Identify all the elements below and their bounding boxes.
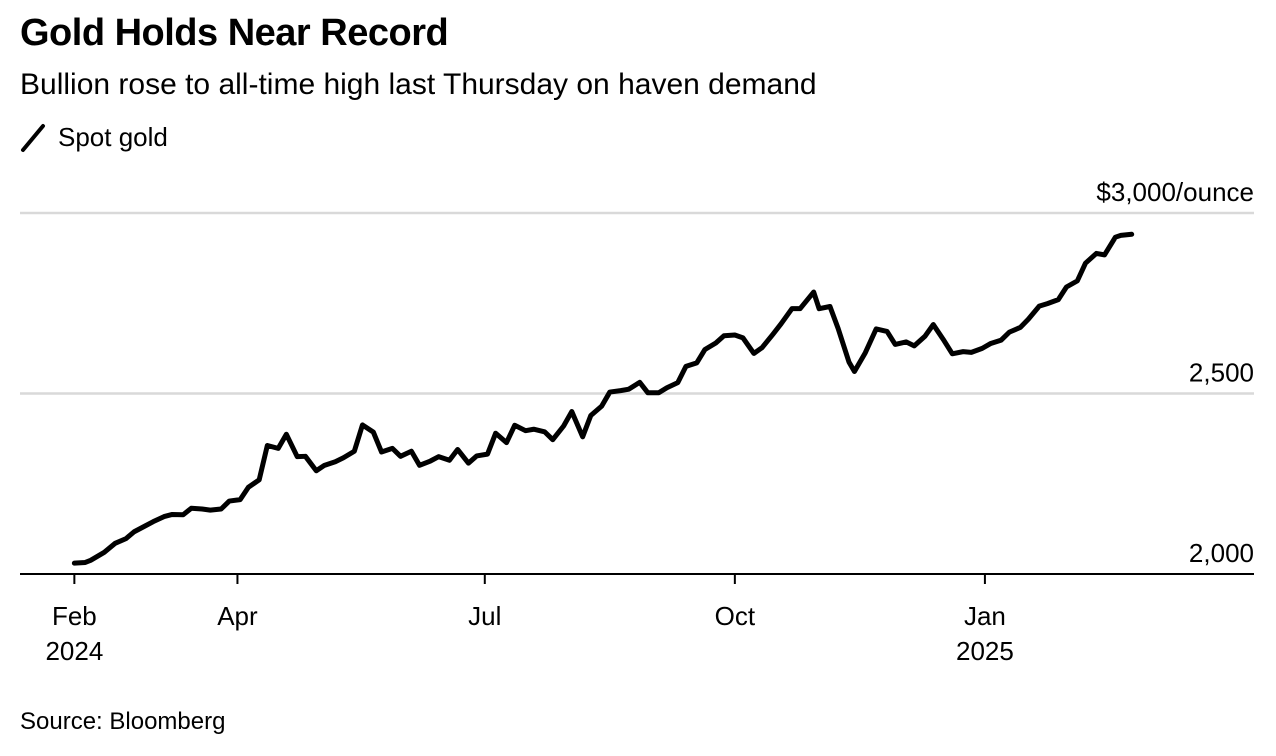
source-note: Source: Bloomberg: [20, 708, 226, 735]
gridlines: [20, 211, 1254, 395]
x-tick-label: Oct: [715, 601, 756, 631]
y-axis-tick-labels: 2,000 2,500 $3,000/ounce: [1096, 177, 1254, 568]
legend: Spot gold: [20, 122, 168, 153]
y-tick-label: $3,000/ounce: [1096, 177, 1254, 207]
x-tick-sublabel: 2025: [956, 636, 1014, 666]
legend-line-swatch-icon: [21, 123, 45, 152]
x-axis: Feb 2024 Apr Jul Oct Jan 2025: [20, 573, 1254, 666]
x-tick-sublabel: 2024: [45, 636, 103, 666]
x-tick-label: Apr: [217, 601, 258, 631]
x-tick-label: Feb: [52, 601, 97, 631]
series-line-spot-gold: [71, 231, 1135, 566]
legend-label-spot-gold: Spot gold: [58, 122, 168, 152]
x-tick-label: Jul: [468, 601, 501, 631]
chart-subtitle: Bullion rose to all-time high last Thurs…: [20, 68, 817, 101]
chart-title: Gold Holds Near Record: [20, 12, 449, 54]
y-tick-label: 2,500: [1189, 358, 1254, 388]
y-tick-label: 2,000: [1189, 538, 1254, 568]
x-tick-label: Jan: [964, 601, 1006, 631]
line-chart: 2,000 2,500 $3,000/ounce Feb 2024 Apr Jul Oct J…: [20, 177, 1254, 666]
series-layer: [71, 231, 1135, 566]
